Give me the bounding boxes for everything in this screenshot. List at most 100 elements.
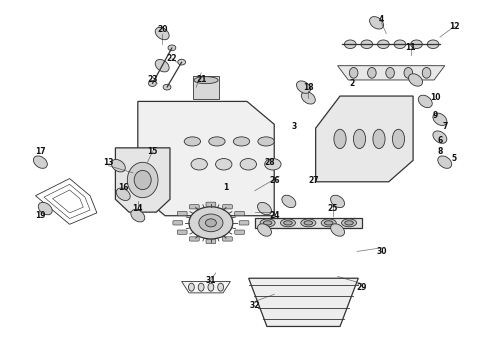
Text: 3: 3 bbox=[291, 122, 296, 131]
Text: 20: 20 bbox=[157, 26, 168, 35]
Ellipse shape bbox=[349, 67, 358, 78]
Polygon shape bbox=[338, 66, 445, 80]
Ellipse shape bbox=[342, 219, 357, 227]
Ellipse shape bbox=[301, 92, 316, 104]
Ellipse shape bbox=[433, 113, 447, 126]
Text: 28: 28 bbox=[264, 158, 275, 167]
Text: 25: 25 bbox=[327, 204, 338, 213]
Ellipse shape bbox=[386, 67, 394, 78]
Ellipse shape bbox=[258, 202, 271, 215]
Text: 30: 30 bbox=[376, 247, 387, 256]
Text: 29: 29 bbox=[357, 283, 367, 292]
Ellipse shape bbox=[345, 221, 353, 225]
FancyBboxPatch shape bbox=[206, 202, 216, 206]
Ellipse shape bbox=[155, 27, 169, 40]
Text: 4: 4 bbox=[379, 15, 384, 24]
Ellipse shape bbox=[377, 40, 389, 49]
Ellipse shape bbox=[334, 129, 346, 149]
Ellipse shape bbox=[116, 188, 130, 201]
Text: 21: 21 bbox=[196, 76, 206, 85]
Text: 11: 11 bbox=[405, 43, 416, 52]
Circle shape bbox=[199, 214, 223, 232]
Ellipse shape bbox=[194, 77, 218, 84]
Text: 12: 12 bbox=[449, 22, 460, 31]
Text: 1: 1 bbox=[223, 183, 228, 192]
Ellipse shape bbox=[263, 221, 272, 225]
Circle shape bbox=[148, 81, 156, 86]
Ellipse shape bbox=[422, 67, 431, 78]
Ellipse shape bbox=[233, 137, 250, 146]
Ellipse shape bbox=[344, 40, 356, 49]
Text: 22: 22 bbox=[167, 54, 177, 63]
Ellipse shape bbox=[191, 158, 207, 170]
Ellipse shape bbox=[184, 137, 200, 146]
Ellipse shape bbox=[369, 17, 384, 29]
Text: 23: 23 bbox=[147, 76, 158, 85]
Ellipse shape bbox=[155, 59, 169, 72]
Text: 27: 27 bbox=[308, 176, 319, 185]
Ellipse shape bbox=[331, 195, 344, 208]
Text: 7: 7 bbox=[442, 122, 447, 131]
Circle shape bbox=[205, 219, 217, 227]
FancyBboxPatch shape bbox=[206, 239, 216, 244]
Text: 9: 9 bbox=[432, 111, 438, 120]
Circle shape bbox=[168, 45, 176, 51]
Ellipse shape bbox=[258, 137, 274, 146]
Text: 10: 10 bbox=[430, 93, 441, 102]
Ellipse shape bbox=[331, 224, 344, 236]
Text: 2: 2 bbox=[349, 79, 355, 88]
Ellipse shape bbox=[258, 224, 271, 236]
Circle shape bbox=[163, 84, 171, 90]
Ellipse shape bbox=[438, 156, 452, 168]
Ellipse shape bbox=[280, 219, 295, 227]
FancyBboxPatch shape bbox=[222, 237, 232, 241]
Ellipse shape bbox=[38, 202, 52, 215]
Ellipse shape bbox=[409, 74, 422, 86]
Text: 17: 17 bbox=[35, 147, 46, 156]
FancyBboxPatch shape bbox=[177, 230, 187, 234]
FancyBboxPatch shape bbox=[222, 204, 232, 209]
Ellipse shape bbox=[127, 162, 158, 198]
Ellipse shape bbox=[433, 131, 447, 143]
Ellipse shape bbox=[134, 170, 151, 190]
Text: 13: 13 bbox=[103, 158, 114, 167]
Bar bbox=[193, 76, 220, 99]
Polygon shape bbox=[316, 96, 413, 182]
Ellipse shape bbox=[427, 40, 439, 49]
Ellipse shape bbox=[260, 219, 275, 227]
FancyBboxPatch shape bbox=[235, 230, 245, 234]
FancyBboxPatch shape bbox=[235, 211, 245, 216]
Text: 26: 26 bbox=[269, 176, 279, 185]
FancyBboxPatch shape bbox=[239, 221, 249, 225]
Text: 24: 24 bbox=[269, 211, 279, 220]
Text: 6: 6 bbox=[437, 136, 442, 145]
Ellipse shape bbox=[131, 210, 145, 222]
Ellipse shape bbox=[33, 156, 48, 168]
Polygon shape bbox=[255, 217, 362, 228]
Ellipse shape bbox=[296, 81, 311, 93]
Ellipse shape bbox=[265, 158, 281, 170]
Text: 18: 18 bbox=[303, 83, 314, 92]
FancyBboxPatch shape bbox=[190, 204, 199, 209]
Ellipse shape bbox=[304, 221, 313, 225]
Ellipse shape bbox=[284, 221, 292, 225]
Polygon shape bbox=[182, 282, 230, 293]
Ellipse shape bbox=[353, 129, 366, 149]
Ellipse shape bbox=[404, 67, 413, 78]
Ellipse shape bbox=[361, 40, 373, 49]
Polygon shape bbox=[116, 148, 170, 212]
Polygon shape bbox=[248, 278, 358, 327]
Text: 31: 31 bbox=[206, 275, 216, 284]
Text: 5: 5 bbox=[452, 154, 457, 163]
Ellipse shape bbox=[324, 221, 333, 225]
Text: 14: 14 bbox=[133, 204, 143, 213]
Text: 19: 19 bbox=[35, 211, 46, 220]
Circle shape bbox=[189, 207, 233, 239]
Ellipse shape bbox=[209, 137, 225, 146]
Ellipse shape bbox=[373, 129, 385, 149]
FancyBboxPatch shape bbox=[190, 237, 199, 241]
Ellipse shape bbox=[392, 129, 405, 149]
Ellipse shape bbox=[216, 158, 232, 170]
Ellipse shape bbox=[368, 67, 376, 78]
Ellipse shape bbox=[189, 283, 195, 291]
